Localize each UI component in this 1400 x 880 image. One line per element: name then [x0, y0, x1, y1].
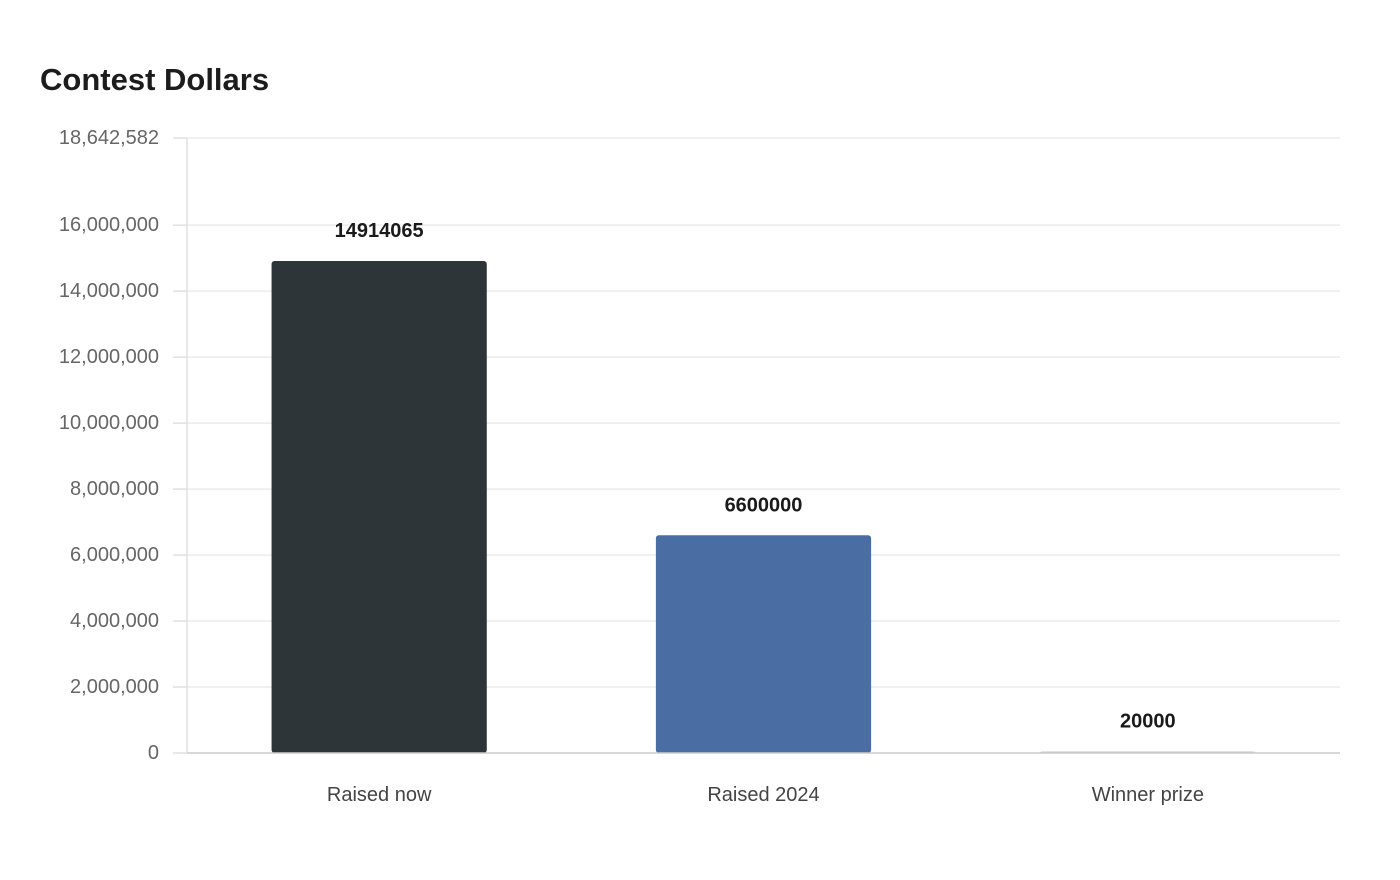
y-tick-label: 14,000,000 — [59, 280, 159, 302]
y-tick-label: 4,000,000 — [70, 610, 159, 632]
bars — [271, 261, 1256, 753]
value-label: 20000 — [1120, 711, 1176, 733]
value-label: 6600000 — [725, 494, 803, 516]
y-tick-label: 0 — [148, 742, 159, 764]
x-category-label: Raised now — [327, 784, 432, 806]
bar — [655, 535, 872, 753]
y-tick-label: 18,642,582 — [59, 127, 159, 149]
y-tick-label: 16,000,000 — [59, 214, 159, 236]
x-axis: Raised now Raised 2024 Winner prize — [187, 752, 1340, 806]
y-tick-label: 2,000,000 — [70, 676, 159, 698]
y-tick-label: 8,000,000 — [70, 478, 159, 500]
y-tick-label: 12,000,000 — [59, 346, 159, 368]
value-labels: 14914065 6600000 20000 — [335, 220, 1176, 733]
value-label: 14914065 — [335, 220, 424, 242]
bar — [271, 261, 487, 753]
chart-title: Contest Dollars — [40, 62, 270, 97]
y-tick-label: 10,000,000 — [59, 412, 159, 434]
x-category-label: Winner prize — [1092, 784, 1204, 806]
y-axis: 0 2,000,000 4,000,000 6,000,000 8,000,000 10,… — [59, 127, 188, 764]
x-category-label: Raised 2024 — [707, 784, 819, 806]
y-tick-label: 6,000,000 — [70, 544, 159, 566]
